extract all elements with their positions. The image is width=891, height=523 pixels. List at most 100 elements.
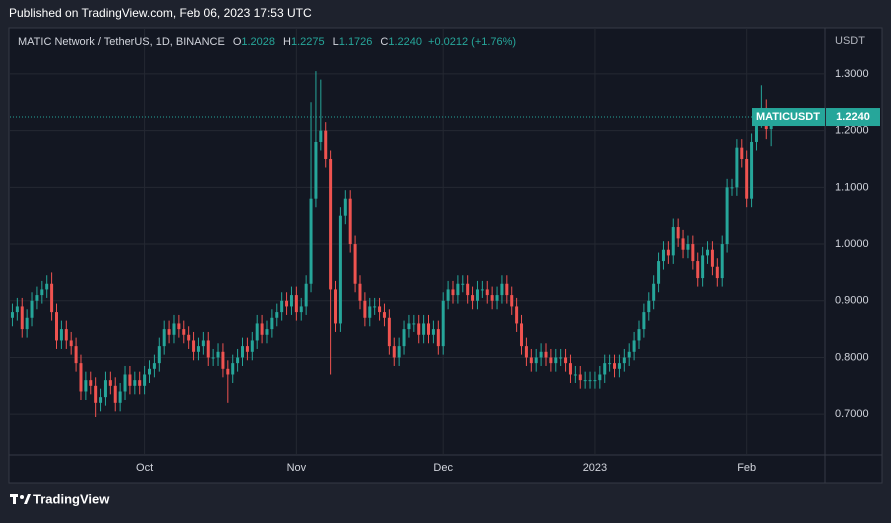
y-tick-label: 1.2000 — [835, 125, 869, 137]
candle-body — [216, 351, 220, 358]
candle-body — [568, 363, 572, 375]
candle-body — [603, 363, 607, 375]
candle-body — [236, 357, 240, 364]
candle-body — [152, 363, 156, 369]
candle-body — [162, 329, 166, 347]
candle-body — [74, 346, 78, 364]
candle-body — [245, 346, 249, 352]
candle-body — [20, 306, 24, 330]
candle-body — [451, 289, 455, 296]
candle-body — [647, 300, 651, 313]
brand: TradingView — [33, 491, 110, 506]
y-tick-label: 0.7000 — [835, 408, 869, 420]
candle-body — [456, 283, 460, 296]
candle-body — [348, 198, 352, 245]
candle-body — [138, 380, 142, 386]
candle-body — [40, 289, 44, 296]
candle-body — [642, 312, 646, 330]
price-tag-label: 1.2240 — [836, 111, 870, 123]
candle-body — [588, 380, 592, 382]
candle-body — [133, 380, 137, 386]
candle-body — [745, 158, 749, 199]
candle-body — [715, 266, 719, 279]
y-tick-label: 0.8000 — [835, 351, 869, 363]
candle-body — [706, 249, 710, 256]
candle-body — [510, 295, 514, 307]
candle-body — [30, 300, 34, 318]
legend-value: 1.2240 — [388, 36, 422, 48]
candle-body — [613, 363, 617, 369]
candle-body — [260, 323, 264, 335]
candle-body — [64, 329, 68, 341]
candle-body — [94, 385, 98, 403]
candle-body — [593, 380, 597, 382]
candle-body — [363, 300, 367, 318]
candle-body — [520, 323, 524, 347]
candle-body — [544, 351, 548, 358]
candle-body — [671, 227, 675, 256]
candle-body — [324, 130, 328, 159]
candle-body — [387, 317, 391, 347]
candle-body — [206, 340, 210, 358]
candle-body — [280, 300, 284, 313]
candle-body — [407, 323, 411, 330]
candle-body — [725, 187, 729, 245]
candle-body — [84, 380, 88, 392]
y-tick-label: 1.3000 — [835, 68, 869, 80]
candle-body — [559, 357, 563, 359]
candle-body — [696, 261, 700, 279]
legend-value: 1.1726 — [339, 36, 373, 48]
candle-body — [617, 363, 621, 369]
candle-body — [343, 198, 347, 216]
candle-body — [319, 130, 323, 142]
candle-body — [622, 357, 626, 364]
candle-body — [417, 323, 421, 335]
candle-body — [304, 283, 308, 307]
candle-body — [285, 300, 289, 307]
candle-body — [289, 295, 293, 307]
candle-body — [564, 357, 568, 364]
candle-body — [270, 317, 274, 330]
candle-body — [108, 380, 112, 386]
candle-body — [69, 340, 73, 347]
candle-body — [549, 357, 553, 364]
candle-body — [118, 391, 122, 403]
candle-body — [500, 283, 504, 296]
x-tick-label: Oct — [136, 462, 153, 474]
candle-body — [446, 289, 450, 301]
legend-key: O — [233, 36, 242, 48]
candle-body — [676, 227, 680, 239]
candle-body — [657, 261, 661, 284]
candle-body — [15, 306, 19, 313]
candle-body — [397, 346, 401, 358]
candle-body — [583, 380, 587, 382]
candle-body — [231, 363, 235, 375]
candle-body — [740, 147, 744, 159]
plot-frame — [8, 27, 883, 484]
candle-body — [754, 119, 758, 142]
candle-body — [515, 306, 519, 324]
y-unit: USDT — [835, 35, 865, 47]
candle-body — [661, 249, 665, 262]
candle-body — [475, 289, 479, 301]
candle-body — [89, 380, 93, 386]
candle-body — [99, 397, 103, 403]
candle-body — [187, 334, 191, 341]
candle-body — [148, 368, 152, 375]
candle-body — [353, 244, 357, 284]
candle-body — [534, 357, 538, 364]
candle-body — [338, 215, 342, 324]
x-tick-label: Dec — [433, 462, 453, 474]
candle-body — [750, 141, 754, 199]
candle-body — [201, 340, 205, 347]
candle-body — [143, 374, 147, 386]
symbol-tag — [752, 108, 825, 127]
candle-body — [35, 295, 39, 301]
candle-body — [392, 346, 396, 358]
candle-body — [539, 351, 543, 358]
candle-body — [309, 198, 313, 284]
candle-body — [103, 380, 107, 398]
candle-body — [710, 249, 714, 267]
candle-body — [255, 323, 259, 341]
